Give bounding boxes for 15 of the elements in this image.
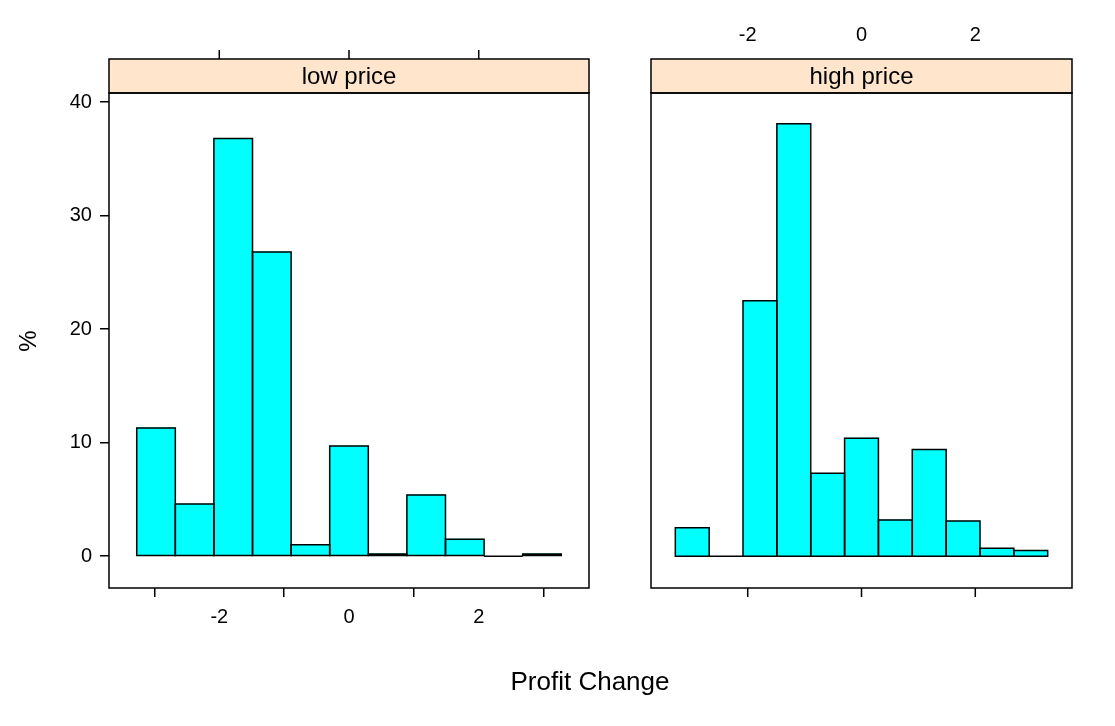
y-tick-label: 20	[69, 316, 92, 339]
y-axis-title: %	[14, 329, 42, 352]
y-tick-label: 0	[80, 543, 92, 566]
chart-title: low price	[301, 61, 397, 89]
y-tick-label: 40	[69, 89, 92, 112]
x-tick-label: -2	[210, 604, 229, 627]
x-tick-label: 2	[969, 22, 981, 45]
chart-title: high price	[809, 61, 914, 89]
y-tick-label: 30	[69, 203, 92, 226]
x-axis-title: Profit Change	[509, 666, 671, 697]
x-tick-label: -2	[738, 22, 757, 45]
x-tick-label: 0	[343, 604, 355, 627]
y-tick-label: 10	[69, 430, 92, 453]
x-tick-label: 2	[473, 604, 485, 627]
x-tick-label: 0	[855, 22, 868, 45]
